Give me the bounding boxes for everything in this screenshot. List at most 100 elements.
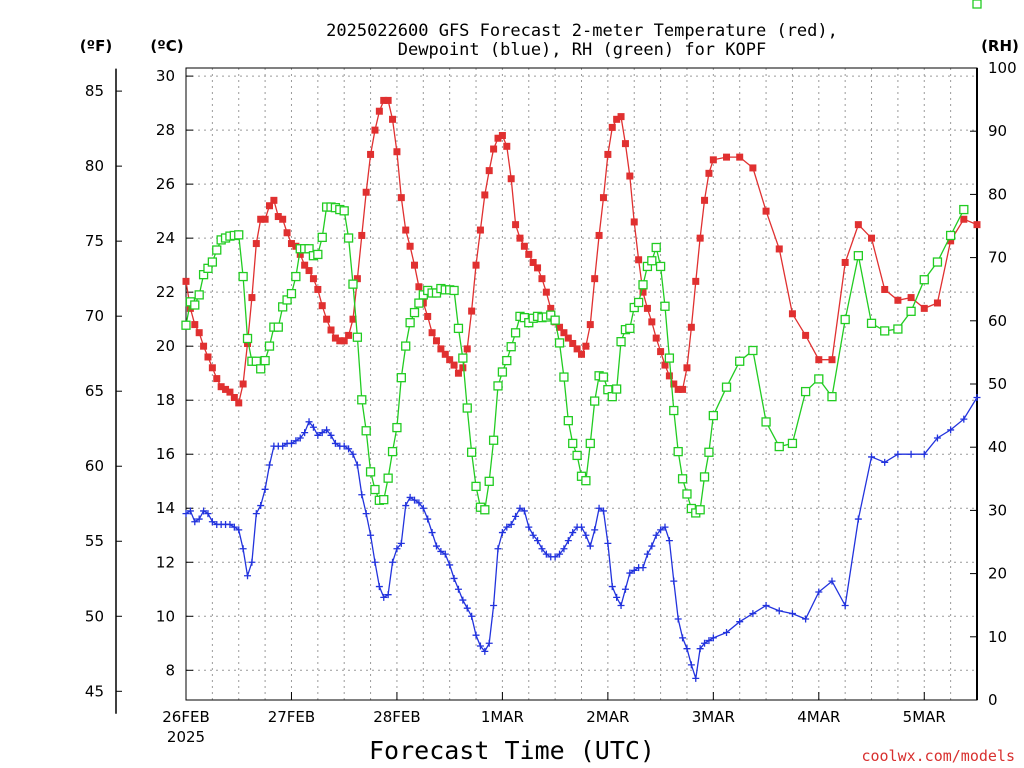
dewpoint-point	[626, 569, 634, 577]
dewpoint-point	[802, 615, 810, 623]
chart-title-line-2: Dewpoint (blue), RH (green) for KOPF	[398, 40, 766, 60]
dewpoint-point	[468, 612, 476, 620]
dewpoint-point	[701, 639, 709, 647]
dewpoint-point	[560, 545, 568, 553]
temperature-point	[679, 385, 687, 393]
dewpoint-point	[380, 593, 388, 601]
rh-point	[260, 355, 270, 366]
fahrenheit-tick-label: 50	[85, 607, 104, 625]
temperature-point	[635, 256, 643, 264]
x-tick-label: 26FEB	[162, 708, 209, 726]
temperature-point	[696, 234, 704, 242]
dewpoint-point	[507, 520, 515, 528]
rh-point	[488, 435, 499, 445]
dewpoint-point	[411, 496, 419, 504]
temperature-point	[556, 323, 564, 331]
rh-point	[383, 473, 393, 483]
dewpoint-point	[450, 574, 458, 582]
dewpoint-point	[736, 618, 744, 626]
dewpoint-point	[244, 572, 252, 580]
temperature-point	[608, 123, 616, 131]
temperature-point	[318, 302, 326, 310]
dewpoint-point	[345, 445, 353, 453]
celsius-unit-label: (ºC)	[150, 37, 183, 55]
dewpoint-point	[485, 639, 493, 647]
rh-point	[625, 323, 635, 334]
dewpoint-point	[257, 502, 265, 510]
rh-point	[699, 472, 710, 482]
dewpoint-point	[828, 577, 836, 585]
dewpoint-point	[481, 647, 489, 655]
rh-unit-label: (RH)	[981, 37, 1019, 55]
rh-tick-label: 80	[988, 185, 1007, 203]
rh-tick-label: 20	[988, 565, 1007, 583]
celsius-tick-label: 16	[156, 445, 175, 463]
dewpoint-point	[630, 566, 638, 574]
gridlines	[186, 68, 977, 700]
x-tick-label: 1MAR	[481, 708, 524, 726]
dewpoint-point	[613, 593, 621, 601]
rh-point	[660, 301, 670, 311]
temperature-point	[239, 380, 247, 388]
rh-point	[853, 251, 863, 261]
rh-point	[242, 333, 253, 344]
dewpoint-point	[204, 510, 212, 518]
temperature-point	[204, 353, 212, 361]
fahrenheit-tick-label: 45	[85, 682, 104, 700]
temperature-point	[331, 334, 339, 342]
temperature-point	[463, 345, 471, 353]
dewpoint-point	[608, 583, 616, 591]
dewpoint-point	[406, 493, 414, 501]
rh-point	[814, 374, 824, 384]
dewpoint-point	[683, 645, 691, 653]
temperature-point	[542, 288, 550, 296]
dewpoint-point	[318, 429, 326, 437]
rh-point	[190, 300, 200, 310]
dewpoint-point	[349, 450, 357, 458]
temperature-point	[709, 156, 717, 164]
dewpoint-point	[723, 628, 731, 636]
dewpoint-point	[582, 531, 590, 539]
dewpoint-point	[556, 550, 564, 558]
series	[181, 0, 982, 682]
temperature-point	[920, 304, 928, 312]
dewpoint-point	[564, 537, 572, 545]
dewpoint-point	[239, 545, 247, 553]
temperature-point	[213, 375, 221, 383]
celsius-tick-label: 26	[156, 175, 175, 193]
dewpoint-point	[248, 558, 256, 566]
temperature-point	[222, 385, 230, 393]
temperature-point	[490, 145, 498, 153]
dewpoint-point	[881, 458, 889, 466]
temperature-point	[639, 288, 647, 296]
dewpoint-point	[907, 450, 915, 458]
rh-point	[181, 320, 191, 330]
rh-point	[607, 391, 617, 402]
dewpoint-series	[182, 394, 981, 682]
rh-point	[414, 298, 424, 308]
dewpoint-point	[498, 529, 506, 537]
rh-point	[800, 386, 811, 397]
dewpoint-point	[960, 415, 968, 423]
rh-point	[633, 297, 644, 308]
rh-point	[651, 242, 661, 253]
temperature-point	[248, 294, 256, 302]
rh-point	[458, 353, 468, 363]
rh-point	[572, 450, 582, 461]
temperature-point	[547, 304, 555, 312]
temperature-point	[582, 342, 590, 350]
dewpoint-point	[920, 450, 928, 458]
dewpoint-point	[340, 442, 348, 450]
temperature-point	[705, 169, 713, 177]
dewpoint-point	[551, 553, 559, 561]
celsius-tick-label: 8	[165, 661, 175, 679]
temperature-point	[182, 277, 190, 285]
dewpoint-point	[674, 615, 682, 623]
dewpoint-point	[648, 542, 656, 550]
fahrenheit-tick-label: 80	[85, 157, 104, 175]
rh-point	[638, 280, 648, 290]
dewpoint-point	[657, 526, 665, 534]
temperature-point	[516, 234, 524, 242]
rh-point	[906, 306, 916, 316]
dewpoint-point	[402, 502, 410, 510]
